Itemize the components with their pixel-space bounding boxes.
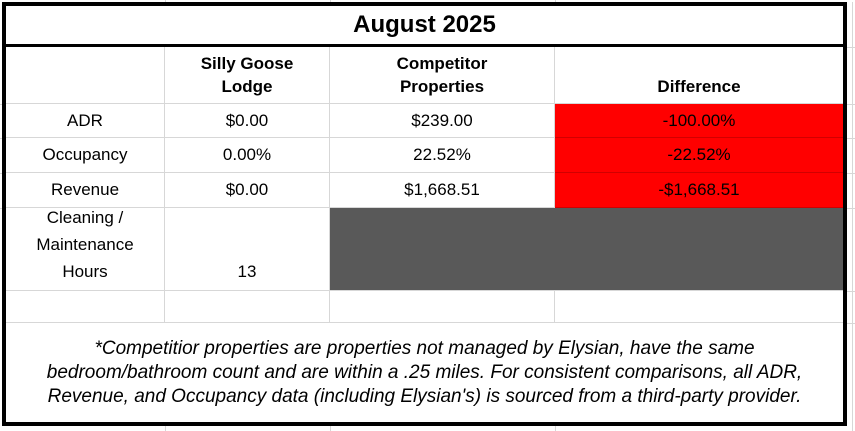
cleaning-hours-value[interactable]: 13 xyxy=(165,208,330,291)
gridline-stub xyxy=(165,426,166,431)
gridline-stub xyxy=(852,2,853,431)
empty-cell[interactable] xyxy=(555,291,843,323)
blocked-region[interactable] xyxy=(330,208,843,291)
gridline-stub xyxy=(555,0,556,2)
occupancy-competitor-value[interactable]: 22.52% xyxy=(330,138,555,173)
gridline-stub xyxy=(847,104,855,105)
gridline-stub xyxy=(847,208,855,209)
report-title: August 2025 xyxy=(353,11,496,38)
row-label-revenue[interactable]: Revenue xyxy=(6,173,165,208)
gridline-stub xyxy=(847,173,855,174)
report-title-cell[interactable]: August 2025 xyxy=(6,6,843,47)
occupancy-difference-value[interactable]: -22.52% xyxy=(555,138,843,173)
gridline-stub xyxy=(847,323,855,324)
gridline-stub xyxy=(555,426,556,431)
revenue-silly-goose-value[interactable]: $0.00 xyxy=(165,173,330,208)
report-table: Silly Goose Lodge Competitor Properties … xyxy=(6,47,843,422)
gridline-stub xyxy=(0,208,2,209)
header-cell-difference[interactable]: Difference xyxy=(555,47,843,104)
footnote-cell[interactable]: *Competitior properties are properties n… xyxy=(6,323,843,422)
gridline-stub xyxy=(0,104,2,105)
report-border-frame: August 2025 Silly Goose Lodge Competitor… xyxy=(2,2,847,426)
row-label-cleaning-maintenance-hours[interactable]: Cleaning / Maintenance Hours xyxy=(6,208,165,291)
revenue-competitor-value[interactable]: $1,668.51 xyxy=(330,173,555,208)
gridline-stub xyxy=(0,173,2,174)
gridline-stub xyxy=(330,0,331,2)
header-cell-silly-goose-lodge[interactable]: Silly Goose Lodge xyxy=(165,47,330,104)
row-label-adr[interactable]: ADR xyxy=(6,104,165,138)
gridline-stub xyxy=(847,138,855,139)
gridline-stub xyxy=(847,291,855,292)
header-cell-blank[interactable] xyxy=(6,47,165,104)
footnote-text: *Competitior properties are properties n… xyxy=(46,337,803,407)
header-cell-competitor-properties[interactable]: Competitor Properties xyxy=(330,47,555,104)
empty-cell[interactable] xyxy=(165,291,330,323)
empty-cell[interactable] xyxy=(6,291,165,323)
gridline-stub xyxy=(0,138,2,139)
gridline-stub xyxy=(165,0,166,2)
row-label-occupancy[interactable]: Occupancy xyxy=(6,138,165,173)
gridline-stub xyxy=(330,426,331,431)
adr-silly-goose-value[interactable]: $0.00 xyxy=(165,104,330,138)
adr-difference-value[interactable]: -100.00% xyxy=(555,104,843,138)
empty-cell[interactable] xyxy=(330,291,555,323)
gridline-stub xyxy=(847,47,855,48)
adr-competitor-value[interactable]: $239.00 xyxy=(330,104,555,138)
revenue-difference-value[interactable]: -$1,668.51 xyxy=(555,173,843,208)
occupancy-silly-goose-value[interactable]: 0.00% xyxy=(165,138,330,173)
